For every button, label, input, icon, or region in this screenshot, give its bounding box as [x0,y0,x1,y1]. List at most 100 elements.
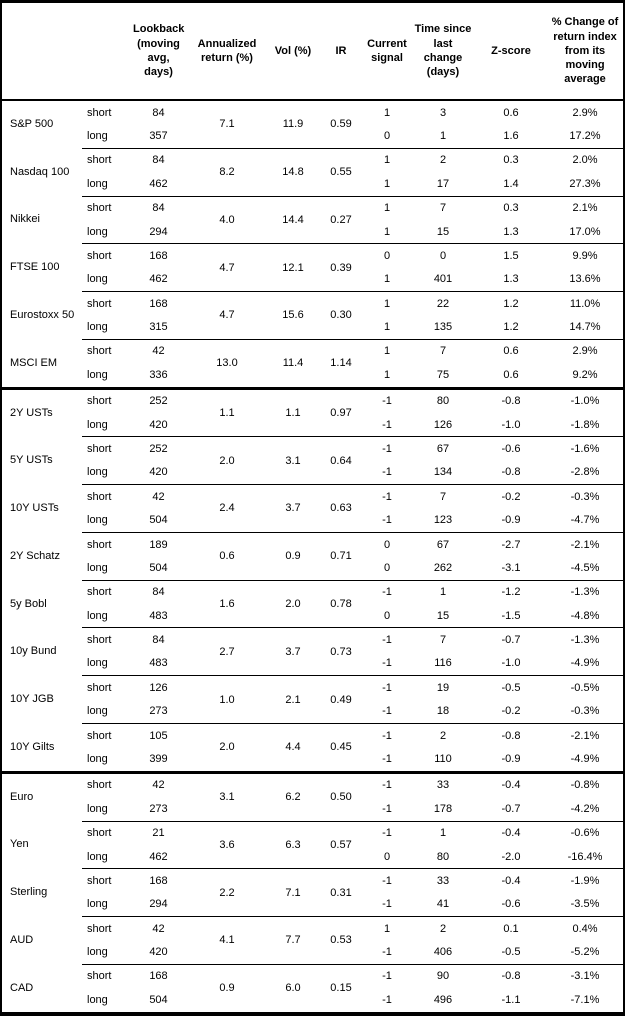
zscore-cell: -2.7 [475,531,547,556]
ir-cell: 0.50 [319,770,363,821]
asset-row-long: long 294 -1 41 -0.6 -3.5% [2,893,623,916]
vol-cell: 11.4 [267,338,319,387]
vol-cell: 0.9 [267,531,319,580]
signal-cell: -1 [363,820,411,845]
col-header-time-since-change: Time since last change (days) [411,3,475,101]
horizon-cell: long [87,994,108,1007]
annualized-return-cell: 3.6 [187,820,267,869]
zscore-cell: -1.0 [501,657,521,670]
horizon-cell: short [82,963,130,988]
horizon-cell: long [87,225,108,238]
pct-change-cell: -4.9% [570,657,600,670]
signal-cell: 1 [363,916,411,940]
horizon-cell: short [82,579,130,604]
time-since-change-cell: 90 [411,963,475,988]
asset-row-short: 2Y Schatz short 189 0.6 0.9 0.71 0 67 -2.7 -2.1% [2,531,623,562]
asset-row-long: long 420 -1 126 -1.0 -1.8% [2,413,623,436]
zscore-cell: -0.4 [475,770,547,797]
asset-row-long: long 483 -1 116 -1.0 -4.9% [2,652,623,675]
lookback-cell: 168 [130,291,187,315]
col-header-ir: IR [319,3,363,101]
lookback-cell: 315 [149,321,168,334]
vol-cell: 1.1 [267,386,319,437]
lookback-cell: 252 [130,436,187,460]
time-since-change-cell: 1 [411,579,475,604]
asset-row-long: long 420 -1 406 -0.5 -5.2% [2,940,623,963]
time-since-change-cell: 7 [411,195,475,220]
lookback-cell: 126 [130,675,187,699]
zscore-cell: -0.6 [475,436,547,460]
lookback-cell: 420 [149,466,168,479]
time-since-change-cell: 406 [433,946,453,959]
signal-cell: -1 [363,386,411,413]
zscore-cell: -0.6 [501,898,521,911]
asset-name-cell: 10Y Gilts [10,740,55,753]
pct-change-cell: -3.5% [570,898,600,911]
momentum-table: Lookback (moving avg, days) Annualized r… [2,3,623,1012]
horizon-cell: long [87,418,108,431]
signal-cell: 0 [363,531,411,556]
ir-cell: 1.14 [319,338,363,387]
signal-cell: -1 [382,514,392,527]
signal-cell: 1 [363,338,411,363]
horizon-cell: short [87,106,112,119]
signal-cell: -1 [363,579,411,604]
pct-change-cell: -1.8% [570,418,600,431]
time-since-change-cell: 17 [436,177,450,190]
zscore-cell: -0.9 [501,753,521,765]
asset-row-long: long 483 0 15 -1.5 -4.8% [2,604,623,627]
horizon-cell: short [82,722,130,747]
vol-cell: 3.7 [267,627,319,675]
lookback-cell: 84 [130,579,187,604]
pct-change-cell: 17.2% [569,130,601,143]
table-header-row: Lookback (moving avg, days) Annualized r… [2,3,623,101]
zscore-cell: -3.1 [501,561,521,574]
ir-cell: 0.57 [319,820,363,869]
lookback-cell: 357 [149,130,168,143]
time-since-change-cell: 67 [411,436,475,460]
vol-cell: 2.0 [267,579,319,628]
lookback-cell: 42 [130,770,187,797]
asset-row-short: S&P 500 short 84 7.1 11.9 0.59 1 3 0.6 2.9% [2,101,623,131]
time-since-change-cell: 123 [433,514,453,527]
pct-change-cell: -1.3% [547,627,623,651]
pct-change-cell: 0.4% [547,916,623,940]
asset-row-long: long 462 1 17 1.4 27.3% [2,172,623,195]
zscore-cell: -0.5 [501,946,521,959]
time-since-change-cell: 1 [411,820,475,845]
ir-cell: 0.55 [319,147,363,196]
horizon-cell: short [82,291,130,315]
horizon-cell: long [87,466,108,479]
asset-row-short: CAD short 168 0.9 6.0 0.15 -1 90 -0.8 -3.1% [2,963,623,994]
zscore-cell: 1.4 [503,177,519,190]
zscore-cell: -0.8 [475,386,547,413]
time-since-change-cell: 2 [411,722,475,747]
signal-cell: -1 [382,802,392,815]
pct-change-cell: 2.9% [547,338,623,363]
lookback-cell: 336 [149,368,168,381]
lookback-cell: 189 [130,531,187,556]
pct-change-cell: -0.8% [547,770,623,797]
zscore-cell: 1.5 [475,243,547,267]
annualized-return-cell: 4.7 [187,243,267,291]
col-header-vol: Vol (%) [267,3,319,101]
asset-row-long: long 315 1 135 1.2 14.7% [2,315,623,338]
time-since-change-cell: 7 [411,484,475,508]
horizon-cell: long [87,850,108,863]
signal-cell: -1 [382,418,392,431]
asset-row-short: Nikkei short 84 4.0 14.4 0.27 1 7 0.3 2.1% [2,195,623,226]
horizon-cell: long [87,321,108,334]
lookback-cell: 273 [149,802,168,815]
signal-cell: -1 [363,868,411,892]
lookback-cell: 42 [130,338,187,363]
horizon-cell: long [87,368,108,381]
asset-row-short: AUD short 42 4.1 7.7 0.53 1 2 0.1 0.4% [2,916,623,946]
signal-cell: 0 [383,130,391,143]
lookback-cell: 168 [130,963,187,988]
pct-change-cell: -2.1% [547,531,623,556]
pct-change-cell: 2.9% [572,106,598,119]
zscore-cell: -2.0 [501,850,521,863]
horizon-cell: long [87,946,108,959]
asset-name-cell: Nikkei [10,213,40,226]
zscore-cell: -0.2 [501,705,521,718]
